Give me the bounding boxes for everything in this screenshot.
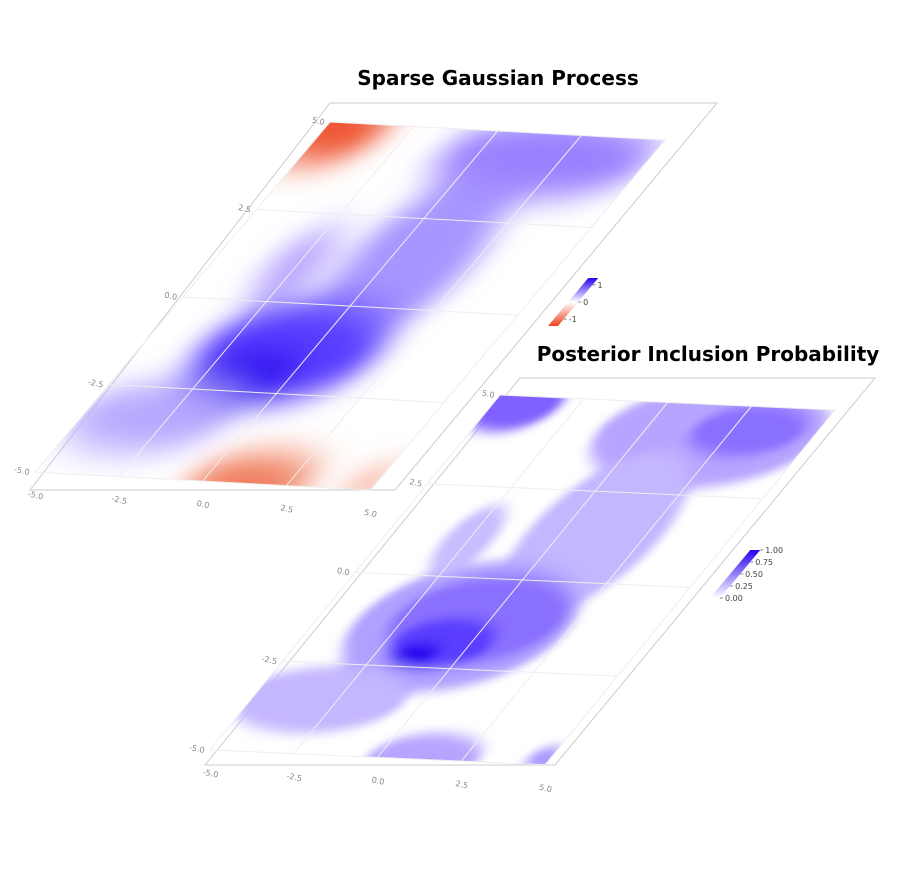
y-tick-label: -5.0	[188, 743, 205, 755]
grid-line	[282, 661, 617, 676]
colorbar-label: 1.00	[765, 546, 783, 555]
plot-area	[0, 91, 706, 520]
y-tick-label: -2.5	[87, 377, 104, 389]
panel-frame	[203, 377, 877, 766]
y-tick-label: 2.5	[237, 203, 251, 214]
colorbar-label: 1	[598, 281, 603, 290]
grid-line	[355, 572, 690, 587]
panel-frame	[28, 102, 719, 491]
contour-field	[232, 395, 831, 765]
x-tick-label: 5.0	[538, 783, 552, 794]
y-tick-label: 5.0	[311, 116, 325, 127]
x-tick-label: -5.0	[202, 768, 219, 780]
x-tick-label: -2.5	[286, 771, 303, 783]
colorbar	[710, 549, 764, 599]
chart-title: Posterior Inclusion Probability	[537, 342, 880, 366]
x-tick-label: 0.0	[196, 499, 210, 510]
y-tick-label: 0.0	[164, 291, 178, 302]
y-tick-label: -5.0	[13, 465, 30, 477]
grid-line	[35, 472, 370, 490]
grid-line	[210, 395, 500, 750]
y-tick-label: 2.5	[409, 477, 423, 488]
colorbar-fill	[710, 550, 761, 598]
grid-line	[500, 395, 835, 410]
grid-line	[427, 484, 762, 499]
y-tick-label: 0.0	[336, 566, 350, 577]
y-tick-label: 5.0	[481, 389, 495, 400]
x-tick-label: -5.0	[27, 490, 44, 502]
x-tick-label: 2.5	[455, 779, 469, 790]
chart-title: Sparse Gaussian Process	[357, 66, 639, 90]
y-tick-label: -2.5	[261, 654, 278, 666]
colorbar	[548, 278, 599, 326]
x-tick-label: 2.5	[280, 503, 294, 514]
x-tick-label: -2.5	[111, 494, 128, 506]
grid-line	[210, 750, 545, 765]
colorbar-label: 0.75	[755, 558, 773, 567]
grid-line	[256, 210, 591, 228]
colorbar-label: 0.50	[745, 570, 763, 579]
grid-line	[330, 122, 665, 140]
grid-line	[109, 385, 444, 403]
colorbar-fill	[548, 278, 599, 326]
grid-line	[183, 297, 518, 315]
colorbar-label: 0.25	[735, 582, 753, 591]
x-tick-label: 5.0	[363, 508, 377, 519]
x-tick-label: 0.0	[371, 775, 385, 786]
plot-area	[166, 370, 865, 791]
colorbar-label: 0	[583, 298, 588, 307]
colorbar-label: -1	[569, 315, 577, 324]
colorbar-label: 0.00	[725, 594, 743, 603]
